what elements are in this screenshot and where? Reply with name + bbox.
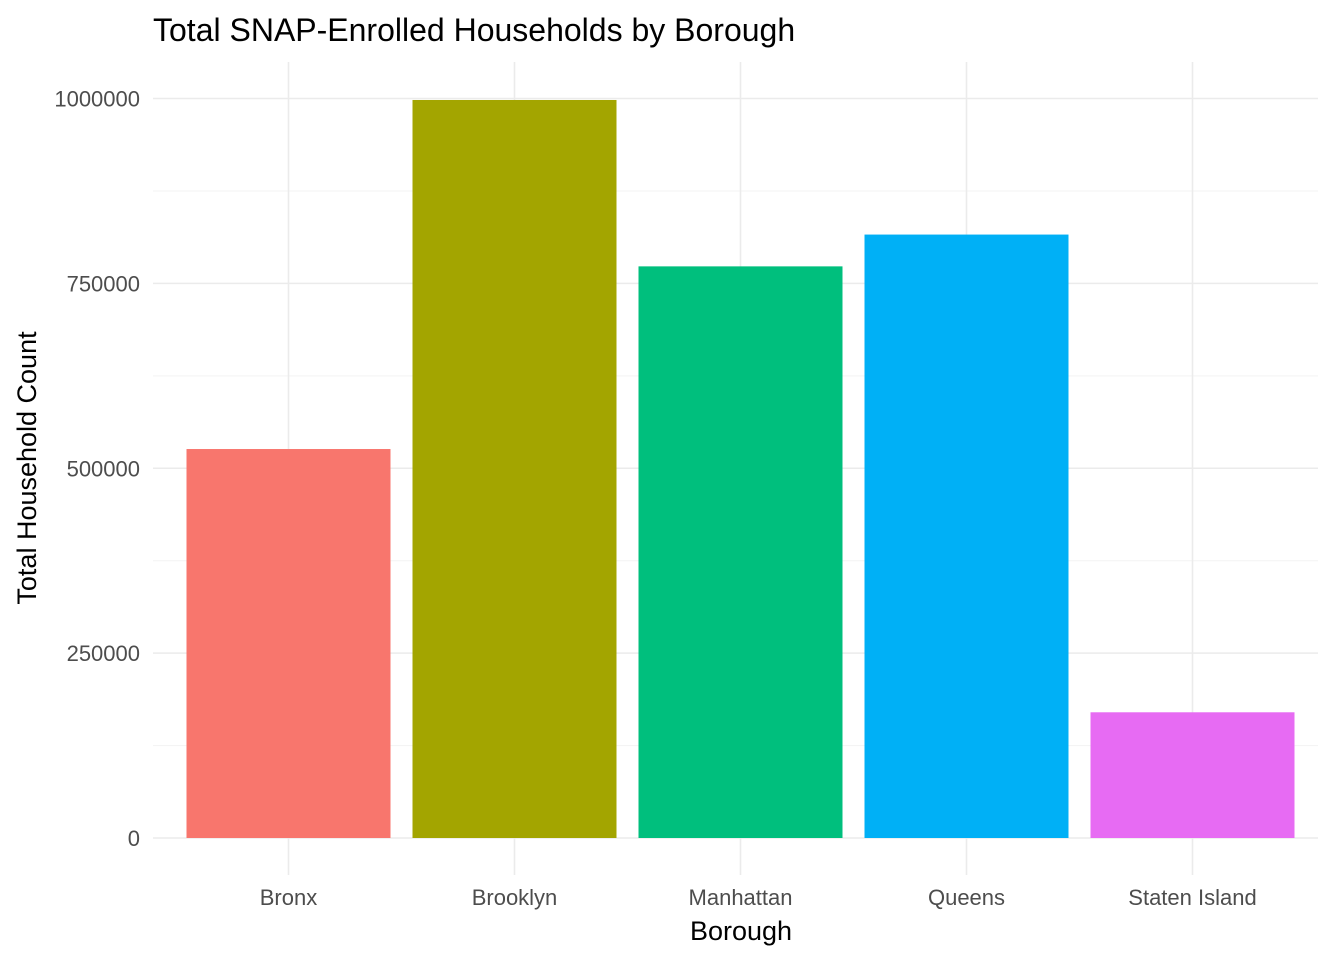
bar-bronx bbox=[186, 449, 391, 838]
bar-staten-island bbox=[1090, 712, 1295, 838]
x-tick-label: Bronx bbox=[260, 885, 317, 910]
x-axis-ticks: Bronx Brooklyn Manhattan Queens Staten Islan… bbox=[260, 885, 1257, 910]
y-tick-label: 0 bbox=[128, 826, 140, 851]
bar-manhattan bbox=[638, 266, 843, 839]
y-axis-title: Total Household Count bbox=[12, 331, 42, 605]
x-tick-label: Queens bbox=[928, 885, 1005, 910]
x-tick-label: Brooklyn bbox=[472, 885, 558, 910]
y-tick-label: 500000 bbox=[67, 456, 140, 481]
y-tick-label: 750000 bbox=[67, 271, 140, 296]
x-tick-label: Staten Island bbox=[1128, 885, 1256, 910]
chart-title: Total SNAP-Enrolled Households by Boroug… bbox=[153, 12, 795, 48]
x-axis-title: Borough bbox=[690, 916, 792, 946]
bar-brooklyn bbox=[412, 99, 617, 838]
bars bbox=[186, 99, 1295, 839]
y-axis-ticks: 0 250000 500000 750000 1000000 bbox=[54, 87, 140, 852]
y-tick-label: 250000 bbox=[67, 641, 140, 666]
bar-queens bbox=[864, 234, 1069, 838]
x-tick-label: Manhattan bbox=[689, 885, 793, 910]
y-tick-label: 1000000 bbox=[54, 87, 140, 112]
